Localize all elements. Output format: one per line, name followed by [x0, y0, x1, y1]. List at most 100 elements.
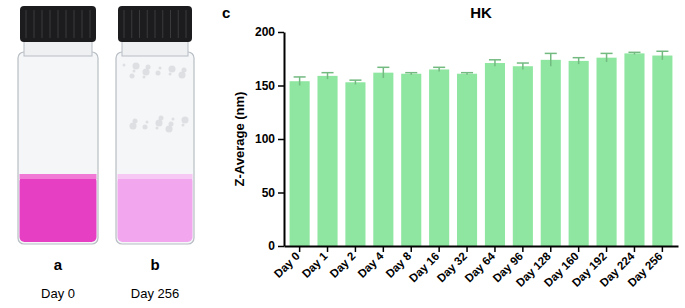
bar — [652, 56, 672, 246]
panel-caption: Day 256 — [131, 286, 179, 301]
vial-residue — [156, 127, 159, 130]
vial-residue — [179, 72, 186, 79]
y-tick-mark — [278, 139, 284, 141]
y-tick-label: 150 — [255, 79, 275, 93]
x-tick-label: Day 0 — [272, 250, 302, 280]
y-tick: 150 — [255, 79, 284, 93]
error-bar — [489, 60, 501, 66]
error-bar-cap — [656, 51, 668, 53]
vial-residue — [130, 123, 137, 130]
vial-liquid — [20, 176, 97, 242]
vial-cap-ridge — [124, 10, 125, 38]
x-axis: Day 0Day 1Day 2Day 4Day 8Day 16Day 32Day… — [272, 246, 679, 289]
error-bar-cap — [573, 57, 585, 59]
vial-residue — [156, 120, 163, 127]
y-tick-label: 100 — [255, 132, 275, 146]
bar — [373, 73, 393, 246]
y-tick-mark — [278, 32, 284, 34]
vial-residue — [172, 118, 175, 121]
vial-glass — [18, 52, 98, 244]
y-axis: 050100150200 — [255, 25, 285, 253]
x-tick-mark — [550, 246, 552, 252]
error-bar-cap — [377, 67, 389, 69]
bar — [597, 58, 617, 246]
error-bar — [433, 67, 445, 71]
error-bar-cap — [489, 59, 501, 61]
x-tick-label: Day 1 — [300, 249, 331, 280]
vial-neck — [24, 40, 92, 56]
vial-residue — [133, 70, 136, 73]
error-bar-cap — [461, 72, 473, 74]
vial-residue — [159, 67, 162, 70]
vial-cap-ridge — [26, 10, 27, 38]
bar — [290, 81, 310, 246]
error-bar — [517, 63, 529, 69]
vial-cap-ridge — [170, 10, 171, 38]
vial-cap-ridge — [147, 10, 148, 38]
vial-cap-ridge — [74, 10, 75, 38]
x-tick-mark — [522, 246, 524, 252]
x-tick: Day 0 — [272, 246, 302, 280]
error-bar-cap — [322, 72, 334, 74]
vial-residue — [182, 117, 189, 124]
error-bar-stem — [522, 63, 524, 69]
y-tick: 50 — [262, 186, 284, 200]
x-tick-mark — [466, 246, 468, 252]
vial-meniscus — [20, 174, 97, 179]
x-tick-mark — [634, 246, 636, 252]
bar — [541, 60, 561, 246]
panel-caption: Day 0 — [41, 286, 75, 301]
x-tick: Day 256 — [625, 246, 664, 289]
vial-meniscus — [118, 174, 193, 179]
x-tick-label: Day 2 — [328, 250, 358, 280]
error-bar-cap — [405, 72, 417, 74]
y-tick-label: 50 — [262, 186, 276, 200]
x-tick-mark — [327, 246, 329, 252]
vial-residue — [166, 126, 173, 133]
x-tick-mark — [662, 246, 664, 252]
error-bar-stem — [550, 53, 552, 66]
x-tick-mark — [438, 246, 440, 252]
error-bar — [294, 77, 306, 86]
x-tick-label: Day 32 — [435, 250, 470, 285]
vial-residue — [133, 63, 140, 70]
vial-panel: b Day 256 — [116, 6, 194, 301]
vial-cap-ridge — [131, 10, 132, 38]
y-tick-mark — [278, 192, 284, 194]
bar — [429, 69, 449, 246]
vial-neck — [122, 40, 188, 56]
bar — [317, 76, 337, 246]
vial-residue — [169, 73, 172, 76]
error-bar — [656, 51, 668, 60]
error-bar-cap — [349, 79, 361, 81]
vial-residue — [130, 74, 135, 79]
x-tick-label: Day 4 — [355, 249, 386, 280]
bar — [513, 66, 533, 246]
x-tick-mark — [606, 246, 608, 252]
vial-cap-ridge — [155, 10, 156, 38]
vial-liquid — [118, 176, 193, 242]
vial-residue — [143, 76, 146, 79]
y-axis-title: Z-Average (nm) — [232, 92, 247, 187]
vial-cap-ridge — [82, 10, 83, 38]
error-bar-stem — [299, 77, 301, 86]
error-bar-cap — [294, 76, 306, 78]
panel-label: b — [150, 256, 159, 273]
error-bar — [405, 73, 417, 75]
vial-residue — [123, 64, 126, 67]
error-bar — [349, 80, 361, 84]
vial-cap-ridge — [66, 10, 67, 38]
y-tick: 100 — [255, 132, 284, 146]
panel-label: a — [54, 256, 63, 273]
error-bar — [573, 58, 585, 64]
x-tick-mark — [578, 246, 580, 252]
error-bar-cap — [628, 52, 640, 54]
vial-cap-ridge — [139, 10, 140, 38]
y-tick: 0 — [268, 239, 284, 253]
error-bar-stem — [327, 73, 329, 79]
vial-residue — [146, 121, 149, 124]
x-tick-mark — [299, 246, 301, 252]
x-axis-line — [285, 246, 679, 248]
x-tick-label: Day 16 — [407, 250, 442, 285]
bar — [345, 82, 365, 246]
